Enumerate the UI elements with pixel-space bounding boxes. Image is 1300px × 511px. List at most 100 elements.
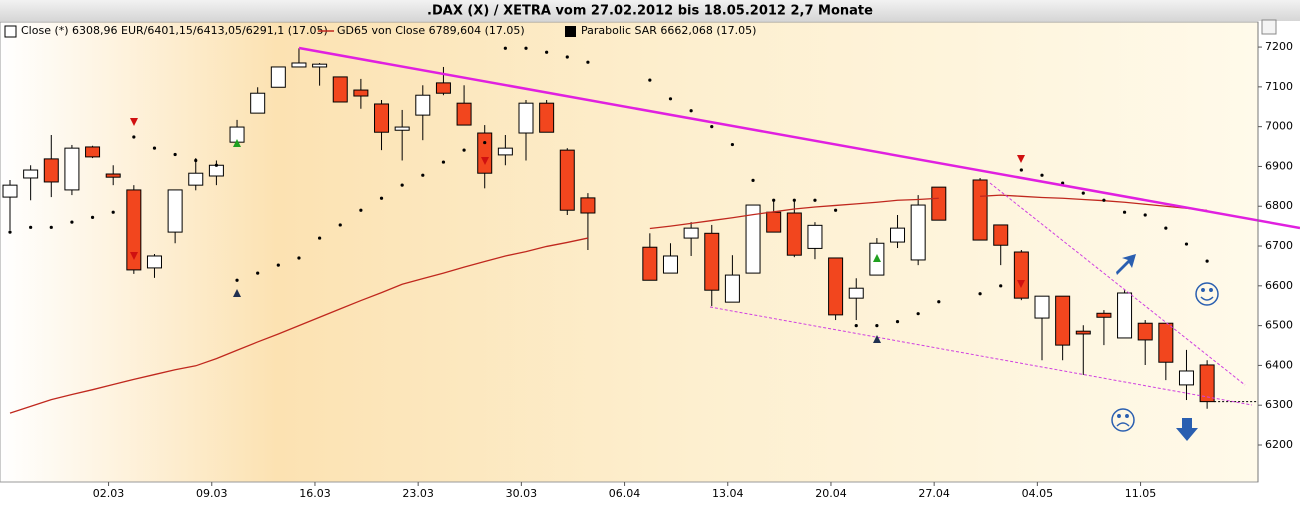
- sar-dot: [483, 140, 487, 145]
- candle-body: [1034, 295, 1050, 319]
- candle-body: [1075, 330, 1091, 335]
- sar-dot: [214, 163, 218, 167]
- x-tick-label: 30.03: [506, 487, 538, 500]
- marks: [2, 46, 1258, 414]
- sar-dot: [70, 220, 74, 224]
- x-tick-label: 23.03: [402, 487, 434, 500]
- sar-dot: [813, 198, 817, 202]
- sar-dot: [256, 271, 260, 275]
- sar-dot: [29, 225, 33, 229]
- scroll-button[interactable]: [1261, 19, 1277, 35]
- header-bar: [0, 0, 1300, 21]
- trend-line: [298, 46, 1300, 230]
- sar-dot: [1122, 210, 1127, 214]
- y-tick-label: 7100: [1265, 80, 1293, 93]
- x-tick-label: 27.04: [918, 487, 950, 500]
- sar-dot: [689, 109, 693, 113]
- sar-dot: [916, 312, 920, 316]
- x-tick-label: 13.04: [712, 487, 744, 500]
- candle-body: [374, 103, 390, 133]
- candle-body: [786, 212, 802, 256]
- sar-dot: [1040, 173, 1044, 177]
- sar-dot: [978, 292, 982, 296]
- sar-dot: [710, 125, 714, 129]
- sar-dot: [276, 263, 280, 267]
- candle-body: [2, 184, 18, 198]
- sar-dot: [318, 236, 322, 240]
- candle-body: [105, 173, 121, 178]
- y-tick-label: 6600: [1265, 279, 1293, 292]
- trend-line-upper: [989, 182, 1246, 386]
- candle-body: [43, 158, 59, 183]
- candle-body: [539, 102, 555, 133]
- x-tick-label: 20.04: [815, 487, 847, 500]
- candle-body: [766, 211, 782, 233]
- legend-label: Parabolic SAR 6662,068 (17.05): [581, 24, 756, 37]
- sar-dot: [338, 223, 342, 227]
- sar-dot: [173, 152, 177, 157]
- candle-body: [993, 224, 1009, 246]
- sar-dot: [648, 78, 652, 82]
- candle-body: [910, 204, 926, 261]
- candle-body: [332, 76, 348, 103]
- sar-dot: [772, 198, 776, 202]
- ma-line: [980, 194, 1208, 212]
- y-tick-label: 6900: [1265, 159, 1293, 172]
- sar-dot: [1143, 213, 1147, 217]
- candle-body: [126, 189, 142, 271]
- sar-dot: [565, 55, 569, 59]
- y-tick-label: 6400: [1265, 358, 1293, 371]
- sar-dot: [132, 135, 136, 139]
- sar-dot: [1164, 226, 1168, 230]
- sar-dot: [1205, 259, 1209, 263]
- sar-dot: [297, 256, 301, 260]
- candle-body: [146, 255, 162, 269]
- smiley-happy: [1195, 282, 1219, 306]
- sar-dot: [1102, 198, 1106, 202]
- sar-dot: [1184, 242, 1189, 246]
- x-tick-label: 09.03: [196, 487, 228, 500]
- y-tick-label: 6300: [1265, 398, 1293, 411]
- sar-dot: [999, 284, 1003, 288]
- arrow-down: [1176, 418, 1198, 441]
- sar-dot: [235, 278, 239, 282]
- candle-body: [167, 189, 183, 233]
- candle-body: [745, 204, 761, 274]
- candle-body: [580, 197, 596, 214]
- candle-body: [1117, 292, 1133, 339]
- candle-body: [807, 224, 823, 249]
- candle-body: [518, 102, 534, 134]
- candle-body: [1055, 295, 1071, 346]
- sar-dot: [49, 225, 53, 229]
- sar-dot: [90, 215, 95, 219]
- sar-dot: [441, 160, 446, 164]
- plot-area: [0, 21, 1259, 483]
- candle-body: [85, 146, 101, 158]
- sar-dot: [152, 146, 157, 150]
- sar-dot: [937, 300, 941, 304]
- candle-body: [704, 232, 720, 291]
- y-tick-label: 6700: [1265, 239, 1293, 252]
- candle-body: [931, 186, 947, 221]
- sar-dot: [668, 97, 673, 101]
- sar-dot: [194, 158, 198, 163]
- candle-body: [1199, 364, 1215, 403]
- candle-body: [724, 274, 740, 303]
- candle-body: [828, 257, 844, 316]
- candle-body: [972, 179, 988, 241]
- sar-dot: [8, 230, 12, 234]
- candle-body: [415, 94, 431, 116]
- legend-swatch: [4, 25, 17, 38]
- sar-dot: [1019, 168, 1023, 172]
- trend-line-lower: [709, 306, 1253, 406]
- candle-body: [477, 132, 493, 174]
- y-tick-label: 6800: [1265, 199, 1293, 212]
- ma-line: [649, 197, 939, 230]
- x-tick-label: 11.05: [1125, 487, 1157, 500]
- sar-dot: [503, 46, 507, 50]
- candle-body: [848, 287, 864, 299]
- sar-dot: [379, 196, 384, 200]
- sar-dot: [1081, 191, 1085, 195]
- sar-dot: [524, 46, 528, 50]
